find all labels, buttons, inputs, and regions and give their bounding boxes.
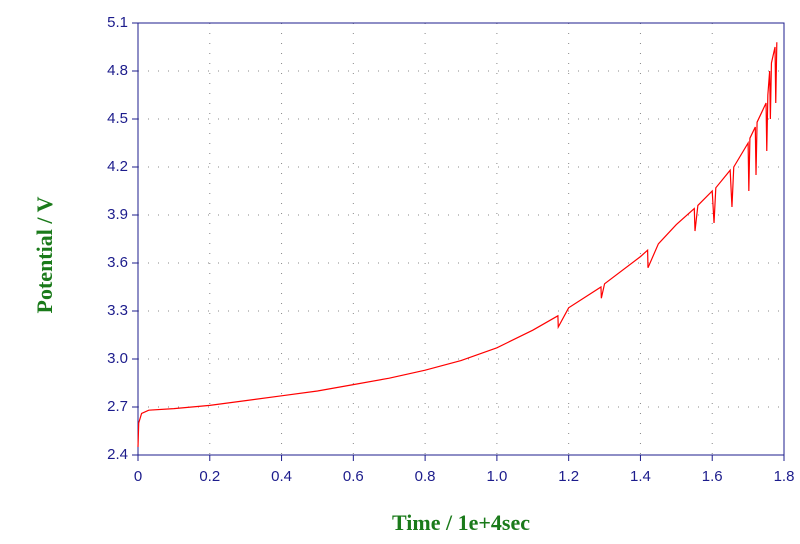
x-tick-label: 0.6 [343, 468, 364, 485]
x-tick-label: 0.4 [271, 468, 292, 485]
x-tick-label: 1.6 [702, 468, 723, 485]
plot-frame [137, 22, 785, 456]
y-tick-label: 2.7 [107, 398, 128, 415]
y-tick-label: 4.2 [107, 158, 128, 175]
x-tick-label: 1.8 [774, 468, 795, 485]
data-line [137, 42, 778, 448]
x-tick-label: 1.2 [558, 468, 579, 485]
x-axis-title: Time / 1e+4sec [392, 510, 530, 535]
y-axis-title: Potential / V [32, 196, 57, 313]
x-tick-label: 0 [134, 468, 142, 485]
x-tick-label: 1.0 [486, 468, 507, 485]
y-tick-label: 3.0 [107, 350, 128, 367]
y-tick-label: 3.6 [107, 254, 128, 271]
x-tick-label: 1.4 [630, 468, 651, 485]
x-tick-label: 0.2 [199, 468, 220, 485]
y-tick-label: 4.8 [107, 62, 128, 79]
y-tick-label: 5.1 [107, 14, 128, 31]
y-tick-label: 3.3 [107, 302, 128, 319]
x-tick-label: 0.8 [415, 468, 436, 485]
y-tick-label: 2.4 [107, 446, 128, 463]
y-tick-label: 4.5 [107, 110, 128, 127]
y-tick-label: 3.9 [107, 206, 128, 223]
